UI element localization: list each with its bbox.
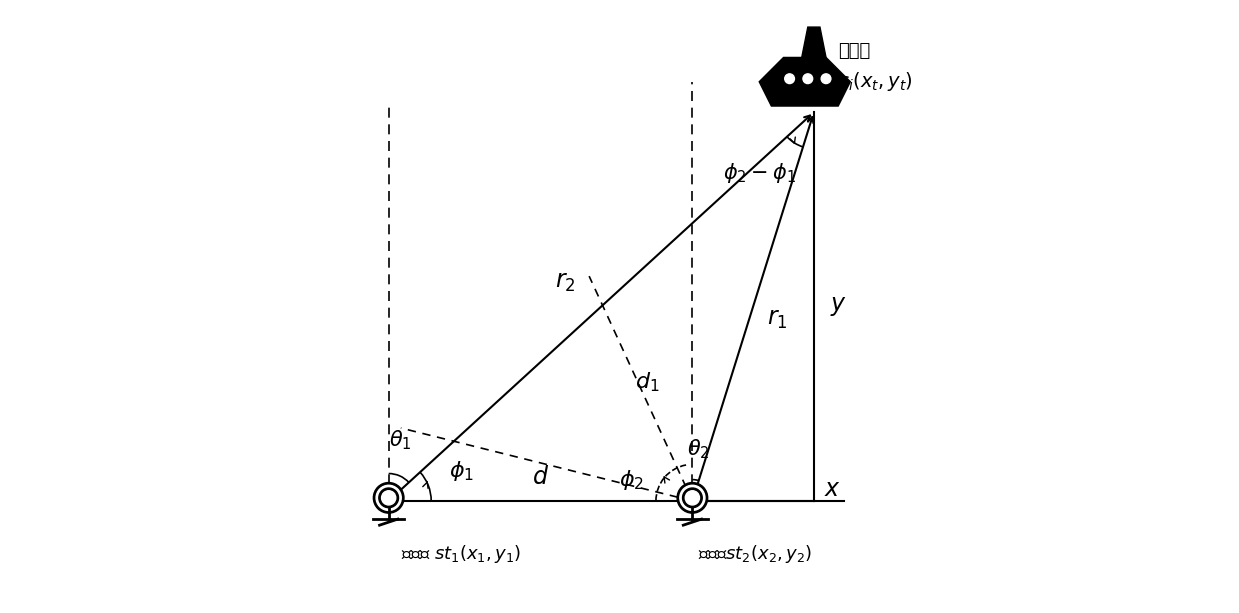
Text: $\theta_1$: $\theta_1$	[389, 428, 413, 452]
Text: $d$: $d$	[532, 465, 549, 489]
Circle shape	[821, 74, 831, 83]
Text: 信号源: 信号源	[838, 42, 871, 60]
Circle shape	[784, 74, 794, 83]
Circle shape	[680, 485, 705, 511]
Circle shape	[379, 488, 399, 508]
Circle shape	[373, 482, 404, 513]
Polygon shape	[802, 27, 826, 58]
Text: $d_1$: $d_1$	[634, 371, 659, 394]
Text: $\theta_2$: $\theta_2$	[688, 438, 710, 461]
Text: 测向站 $st_1(x_1, y_1)$: 测向站 $st_1(x_1, y_1)$	[401, 543, 520, 565]
Text: $\phi_2$: $\phi_2$	[620, 468, 644, 492]
Text: $s_i(x_t, y_t)$: $s_i(x_t, y_t)$	[838, 70, 913, 93]
Circle shape	[377, 485, 401, 511]
Circle shape	[803, 74, 813, 83]
Text: $\phi_1$: $\phi_1$	[449, 459, 475, 482]
Text: $r_2$: $r_2$	[555, 270, 575, 294]
Circle shape	[382, 491, 395, 505]
Text: $r_1$: $r_1$	[767, 306, 788, 330]
Circle shape	[676, 482, 707, 513]
Text: $\phi_2 - \phi_1$: $\phi_2 - \phi_1$	[722, 161, 795, 185]
Circle shape	[683, 488, 703, 508]
Circle shape	[685, 491, 700, 505]
Text: $x$: $x$	[824, 477, 840, 501]
Text: 测向站$st_2(x_2, y_2)$: 测向站$st_2(x_2, y_2)$	[699, 543, 813, 565]
Polygon shape	[760, 58, 850, 106]
Text: $y$: $y$	[830, 294, 846, 319]
